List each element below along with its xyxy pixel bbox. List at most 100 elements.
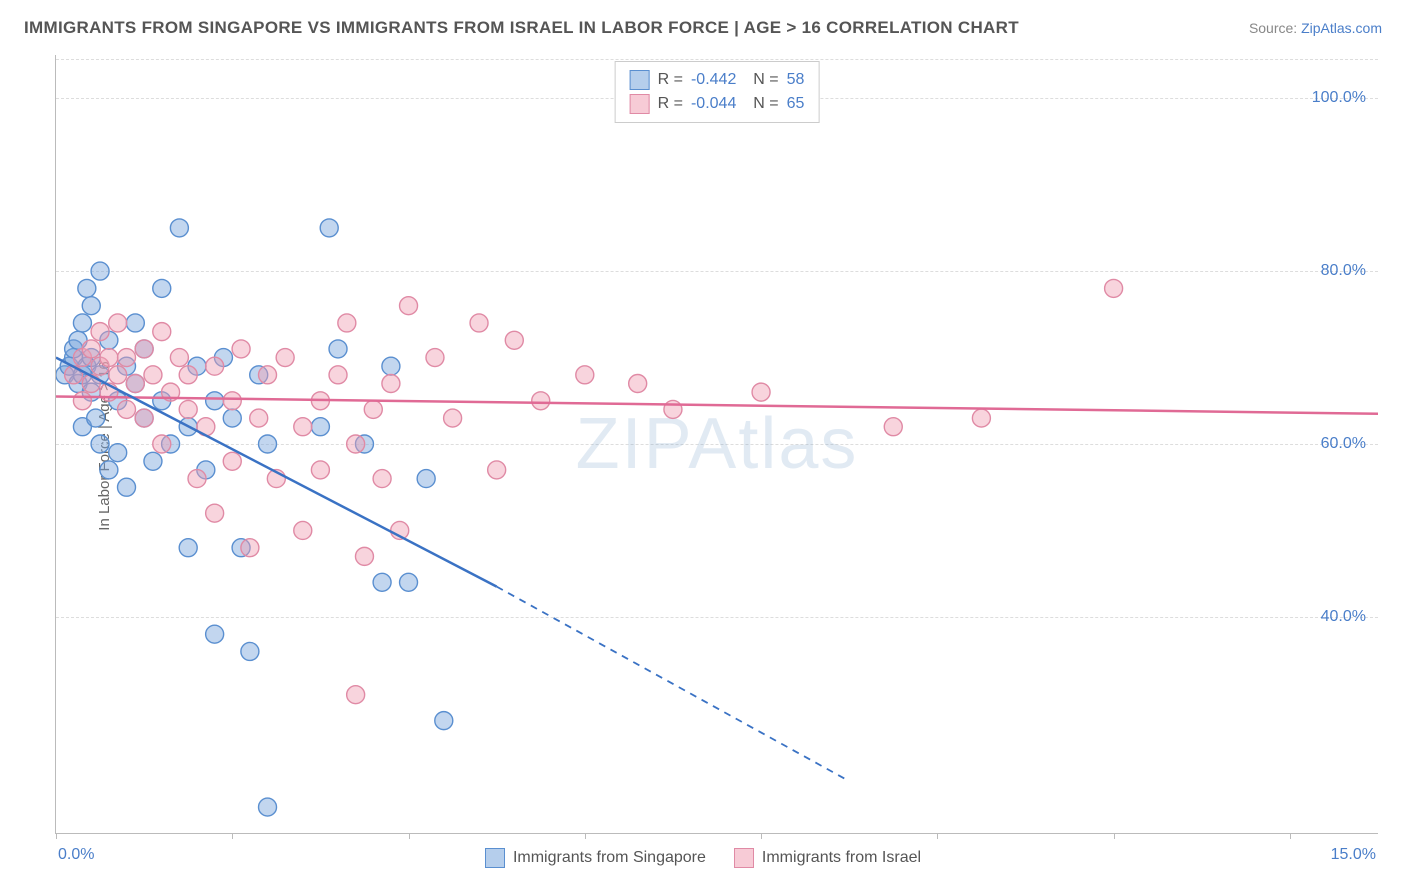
data-point <box>223 452 241 470</box>
legend-row-singapore: R = -0.442 N = 58 <box>630 68 805 92</box>
data-point <box>294 521 312 539</box>
data-point <box>417 470 435 488</box>
data-point <box>664 400 682 418</box>
data-point <box>382 374 400 392</box>
data-point <box>435 712 453 730</box>
data-point <box>118 400 136 418</box>
data-point <box>78 279 96 297</box>
data-point <box>752 383 770 401</box>
x-tick <box>585 833 586 839</box>
data-point <box>373 470 391 488</box>
data-point <box>206 392 224 410</box>
source-attribution: Source: ZipAtlas.com <box>1249 20 1382 36</box>
data-point <box>109 314 127 332</box>
data-point <box>126 314 144 332</box>
data-point <box>170 219 188 237</box>
data-point <box>73 314 91 332</box>
x-tick <box>409 833 410 839</box>
stat-n-label: N = <box>744 95 778 113</box>
data-point <box>153 279 171 297</box>
data-point <box>126 374 144 392</box>
data-point <box>170 349 188 367</box>
data-point <box>311 418 329 436</box>
data-point <box>206 504 224 522</box>
correlation-legend: R = -0.442 N = 58 R = -0.044 N = 65 <box>615 61 820 123</box>
plot-svg <box>56 55 1378 833</box>
data-point <box>1105 279 1123 297</box>
data-point <box>109 366 127 384</box>
data-point <box>355 547 373 565</box>
x-tick <box>1290 833 1291 839</box>
data-point <box>276 349 294 367</box>
data-point <box>188 470 206 488</box>
data-point <box>329 340 347 358</box>
data-point <box>135 340 153 358</box>
source-prefix: Source: <box>1249 20 1301 36</box>
series-legend: Immigrants from Singapore Immigrants fro… <box>0 848 1406 868</box>
data-point <box>320 219 338 237</box>
plot-area: ZIPAtlas R = -0.442 N = 58 R = -0.044 N … <box>55 55 1378 834</box>
legend-item-israel: Immigrants from Israel <box>734 848 921 868</box>
data-point <box>232 340 250 358</box>
swatch-blue-icon <box>630 70 650 90</box>
data-point <box>259 366 277 384</box>
data-point <box>400 573 418 591</box>
data-point <box>87 409 105 427</box>
data-point <box>109 444 127 462</box>
data-point <box>82 297 100 315</box>
data-point <box>426 349 444 367</box>
legend-label-israel: Immigrants from Israel <box>762 849 921 867</box>
data-point <box>259 798 277 816</box>
data-point <box>223 409 241 427</box>
data-point <box>444 409 462 427</box>
data-point <box>65 366 83 384</box>
data-point <box>629 374 647 392</box>
data-point <box>153 323 171 341</box>
data-point <box>488 461 506 479</box>
data-point <box>532 392 550 410</box>
source-link[interactable]: ZipAtlas.com <box>1301 20 1382 36</box>
data-point <box>364 400 382 418</box>
stat-n-value-israel: 65 <box>787 95 805 113</box>
data-point <box>311 461 329 479</box>
data-point <box>382 357 400 375</box>
data-point <box>259 435 277 453</box>
data-point <box>144 366 162 384</box>
data-point <box>91 435 109 453</box>
swatch-pink-icon <box>630 94 650 114</box>
x-tick <box>1114 833 1115 839</box>
data-point <box>179 539 197 557</box>
chart-title: IMMIGRANTS FROM SINGAPORE VS IMMIGRANTS … <box>24 18 1019 38</box>
x-tick <box>56 833 57 839</box>
data-point <box>100 461 118 479</box>
data-point <box>153 435 171 453</box>
stat-r-value-israel: -0.044 <box>691 95 736 113</box>
data-point <box>400 297 418 315</box>
stat-r-value-singapore: -0.442 <box>691 71 736 89</box>
data-point <box>972 409 990 427</box>
data-point <box>576 366 594 384</box>
stat-r-label: R = <box>658 95 683 113</box>
swatch-blue-icon <box>485 848 505 868</box>
data-point <box>91 262 109 280</box>
legend-item-singapore: Immigrants from Singapore <box>485 848 706 868</box>
data-point <box>241 642 259 660</box>
data-point <box>373 573 391 591</box>
data-point <box>206 625 224 643</box>
data-point <box>250 409 268 427</box>
x-tick <box>232 833 233 839</box>
data-point <box>179 400 197 418</box>
data-point <box>338 314 356 332</box>
data-point <box>347 435 365 453</box>
data-point <box>73 392 91 410</box>
stat-n-label: N = <box>744 71 778 89</box>
data-point <box>82 340 100 358</box>
data-point <box>505 331 523 349</box>
stat-n-value-singapore: 58 <box>787 71 805 89</box>
data-point <box>100 349 118 367</box>
data-point <box>884 418 902 436</box>
data-point <box>118 478 136 496</box>
legend-label-singapore: Immigrants from Singapore <box>513 849 706 867</box>
data-point <box>329 366 347 384</box>
x-tick <box>761 833 762 839</box>
